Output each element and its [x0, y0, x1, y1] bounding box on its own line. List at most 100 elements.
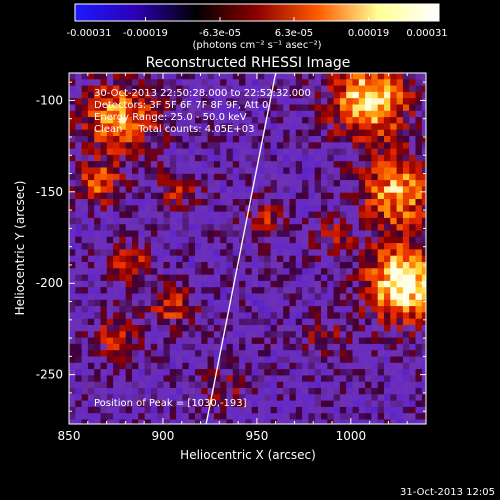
heatmap-cell: [69, 104, 76, 112]
heatmap-cell: [100, 167, 108, 175]
heatmap-cell: [276, 287, 284, 294]
heatmap-cell: [188, 268, 196, 275]
heatmap-cell: [207, 262, 215, 269]
heatmap-cell: [308, 280, 316, 288]
heatmap-cell: [75, 400, 82, 408]
heatmap-cell: [138, 142, 145, 149]
heatmap-cell: [409, 142, 416, 149]
heatmap-cell: [113, 331, 120, 338]
heatmap-cell: [346, 325, 353, 332]
heatmap-cell: [308, 154, 316, 162]
heatmap-cell: [182, 230, 190, 238]
heatmap-cell: [384, 394, 391, 401]
heatmap-cell: [75, 287, 82, 294]
heatmap-cell: [144, 192, 152, 200]
heatmap-cell: [396, 293, 404, 301]
heatmap-cell: [69, 299, 76, 307]
heatmap-cell: [365, 161, 372, 168]
heatmap-cell: [239, 123, 246, 131]
heatmap-cell: [232, 312, 240, 320]
heatmap-cell: [415, 123, 423, 131]
heatmap-cell: [289, 154, 297, 162]
heatmap-cell: [390, 299, 397, 307]
heatmap-cell: [150, 173, 158, 181]
heatmap-cell: [226, 274, 234, 282]
heatmap-cell: [75, 369, 82, 376]
heatmap-cell: [415, 148, 423, 156]
heatmap-cell: [195, 350, 202, 357]
heatmap-cell: [220, 369, 227, 376]
heatmap-cell: [346, 142, 353, 149]
heatmap-cell: [346, 274, 353, 282]
heatmap-cell: [270, 388, 278, 395]
heatmap-cell: [258, 268, 265, 275]
heatmap-cell: [377, 331, 385, 338]
heatmap-cell: [409, 255, 416, 263]
heatmap-cell: [302, 167, 309, 175]
heatmap-cell: [270, 173, 278, 181]
heatmap-cell: [352, 306, 360, 313]
heatmap-cell: [182, 224, 190, 231]
heatmap-cell: [409, 199, 416, 206]
heatmap-cell: [75, 262, 82, 269]
heatmap-cell: [94, 167, 101, 175]
heatmap-cell: [201, 161, 208, 168]
heatmap-cell: [195, 299, 202, 307]
heatmap-cell: [150, 268, 158, 275]
heatmap-cell: [384, 293, 391, 301]
heatmap-cell: [150, 236, 158, 244]
heatmap-cell: [169, 73, 177, 80]
heatmap-cell: [144, 369, 152, 376]
heatmap-cell: [346, 356, 353, 364]
heatmap-cell: [270, 400, 278, 408]
heatmap-cell: [239, 255, 246, 263]
heatmap-cell: [94, 180, 101, 187]
heatmap-cell: [94, 388, 101, 395]
heatmap-cell: [188, 192, 196, 200]
heatmap-cell: [232, 362, 240, 370]
heatmap-cell: [226, 356, 234, 364]
heatmap-cell: [415, 224, 423, 231]
heatmap-cell: [339, 350, 347, 357]
heatmap-cell: [314, 167, 322, 175]
heatmap-cell: [157, 419, 164, 424]
heatmap-cell: [402, 211, 410, 219]
heatmap-cell: [365, 205, 372, 212]
heatmap-cell: [409, 413, 416, 420]
heatmap-cell: [201, 154, 208, 162]
heatmap-cell: [113, 104, 120, 112]
heatmap-cell: [176, 217, 183, 225]
heatmap-cell: [157, 217, 164, 225]
heatmap-cell: [232, 325, 240, 332]
heatmap-cell: [321, 205, 328, 212]
heatmap-cell: [384, 262, 391, 269]
heatmap-cell: [213, 85, 221, 93]
heatmap-cell: [365, 192, 372, 200]
heatmap-cell: [195, 136, 202, 143]
heatmap-cell: [321, 388, 328, 395]
heatmap-cell: [295, 192, 303, 200]
heatmap-cell: [327, 123, 334, 131]
heatmap-cell: [138, 173, 145, 181]
heatmap-cell: [251, 73, 259, 80]
heatmap-cell: [327, 167, 334, 175]
heatmap-cell: [358, 280, 366, 288]
heatmap-cell: [346, 91, 353, 99]
heatmap-cell: [327, 325, 334, 332]
heatmap-cell: [402, 173, 410, 181]
heatmap-cell: [169, 136, 177, 143]
heatmap-cell: [308, 85, 316, 93]
heatmap-cell: [390, 406, 397, 414]
heatmap-cell: [270, 280, 278, 288]
heatmap-cell: [390, 136, 397, 143]
heatmap-cell: [270, 249, 278, 257]
heatmap-cell: [220, 388, 227, 395]
heatmap-cell: [264, 211, 271, 219]
heatmap-cell: [182, 394, 190, 401]
heatmap-cell: [415, 262, 423, 269]
heatmap-cell: [245, 362, 253, 370]
heatmap-cell: [402, 236, 410, 244]
heatmap-cell: [409, 73, 416, 80]
heatmap-cell: [182, 73, 190, 80]
heatmap-cell: [100, 98, 108, 105]
